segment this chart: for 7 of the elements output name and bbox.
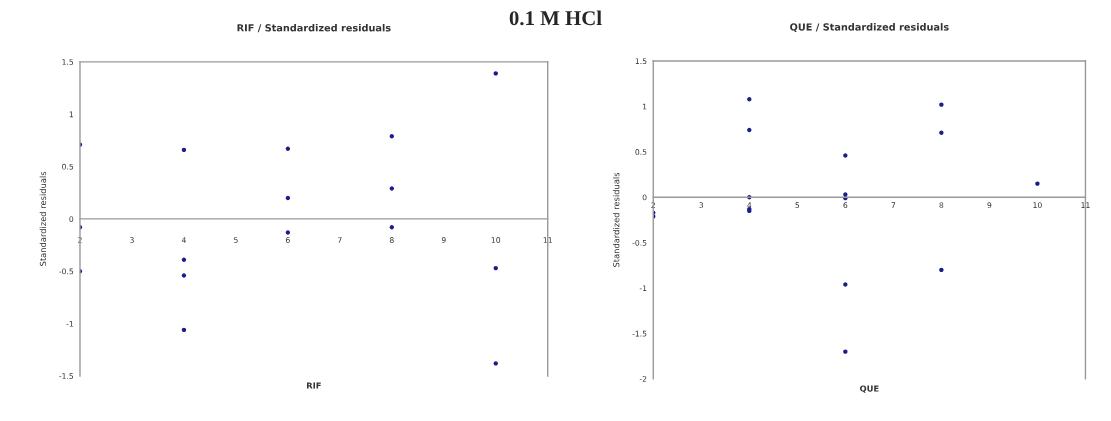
y-axis-title: Standardized residuals xyxy=(612,172,620,267)
chart-title: RIF / Standardized residuals xyxy=(237,23,391,33)
x-axis-title: RIF xyxy=(307,382,321,389)
text: 0.1 M HCl xyxy=(509,10,602,26)
x-axis-title: QUE xyxy=(860,385,879,393)
y-axis-title: Standardized residuals xyxy=(39,171,47,266)
chart-title: QUE / Standardized residuals xyxy=(790,23,949,32)
